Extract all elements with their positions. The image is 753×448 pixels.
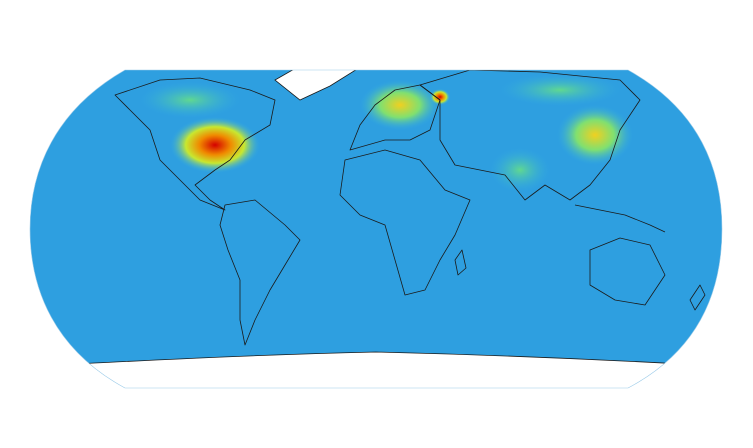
hotspot — [500, 74, 620, 106]
antarctica — [30, 351, 722, 388]
hotspot — [557, 105, 633, 165]
hotspot — [170, 117, 260, 173]
africa — [339, 149, 471, 296]
new-zealand — [689, 284, 706, 311]
hotspot — [430, 89, 450, 105]
islands — [574, 204, 666, 233]
australia — [589, 237, 666, 306]
hotspot — [140, 82, 240, 118]
north-america — [114, 77, 276, 211]
madagascar — [454, 249, 467, 276]
south-america — [219, 199, 301, 346]
greenland — [274, 70, 363, 101]
hotspot — [490, 148, 550, 192]
hotspot — [360, 80, 440, 130]
map-edge — [29, 69, 723, 389]
asia — [419, 70, 641, 201]
